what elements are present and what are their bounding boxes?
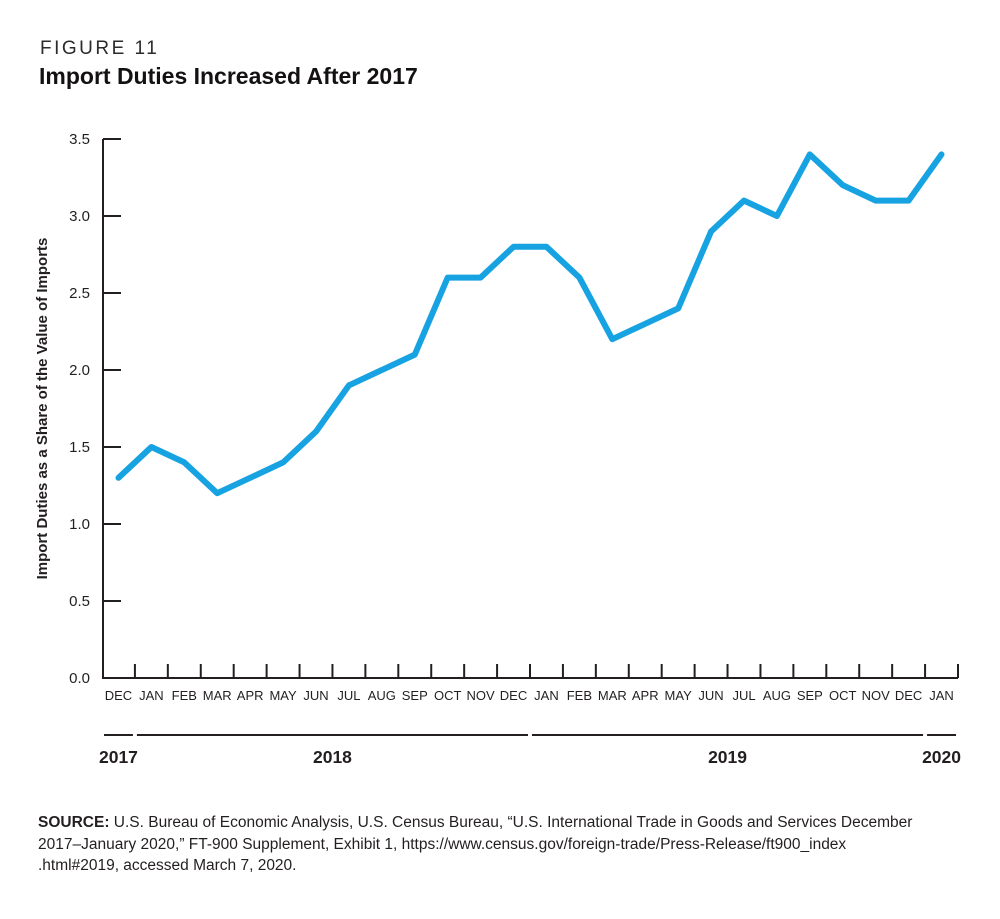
month-label: MAR bbox=[203, 688, 232, 703]
month-label: FEB bbox=[567, 688, 592, 703]
figure-title: Import Duties Increased After 2017 bbox=[39, 63, 418, 89]
month-label: JUL bbox=[337, 688, 360, 703]
y-tick-label: 2.0 bbox=[69, 362, 90, 379]
month-label: NOV bbox=[862, 688, 891, 703]
month-label: JAN bbox=[929, 688, 954, 703]
month-label: MAY bbox=[269, 688, 297, 703]
y-tick-label: 3.0 bbox=[69, 208, 90, 225]
y-tick-label: 3.5 bbox=[69, 131, 90, 148]
month-label: APR bbox=[237, 688, 264, 703]
source-label: SOURCE: bbox=[38, 814, 110, 831]
month-label: JUN bbox=[698, 688, 723, 703]
month-label: SEP bbox=[402, 688, 428, 703]
month-label: AUG bbox=[368, 688, 396, 703]
data-line bbox=[115, 151, 945, 497]
year-label: 2019 bbox=[708, 747, 747, 767]
month-label: OCT bbox=[829, 688, 857, 703]
year-label: 2020 bbox=[922, 747, 961, 767]
figure-number: FIGURE 11 bbox=[40, 38, 160, 59]
month-label: DEC bbox=[895, 688, 922, 703]
source-note: SOURCE: U.S. Bureau of Economic Analysis… bbox=[38, 812, 953, 877]
y-tick-label: 0.5 bbox=[69, 593, 90, 610]
year-label: 2017 bbox=[99, 747, 138, 767]
month-label: OCT bbox=[434, 688, 462, 703]
month-label: DEC bbox=[105, 688, 132, 703]
y-tick-label: 0.0 bbox=[69, 670, 90, 687]
y-tick-label: 1.0 bbox=[69, 516, 90, 533]
y-tick-label: 2.5 bbox=[69, 285, 90, 302]
month-label: NOV bbox=[467, 688, 496, 703]
month-label: JAN bbox=[139, 688, 164, 703]
source-line-3: .html#2019, accessed March 7, 2020. bbox=[38, 857, 297, 874]
source-line-1: U.S. Bureau of Economic Analysis, U.S. C… bbox=[113, 814, 913, 831]
y-axis-title: Import Duties as a Share of the Value of… bbox=[34, 238, 51, 580]
y-tick-label: 1.5 bbox=[69, 439, 90, 456]
month-label: MAR bbox=[598, 688, 627, 703]
month-label: JAN bbox=[534, 688, 559, 703]
month-label: MAY bbox=[665, 688, 693, 703]
month-label: JUL bbox=[732, 688, 755, 703]
month-label: AUG bbox=[763, 688, 791, 703]
source-line-2: 2017–January 2020,” FT-900 Supplement, E… bbox=[38, 835, 847, 853]
month-label: SEP bbox=[797, 688, 823, 703]
year-label: 2018 bbox=[313, 747, 352, 767]
month-label: FEB bbox=[172, 688, 197, 703]
month-label: APR bbox=[632, 688, 659, 703]
month-label: JUN bbox=[303, 688, 328, 703]
month-label: DEC bbox=[500, 688, 527, 703]
